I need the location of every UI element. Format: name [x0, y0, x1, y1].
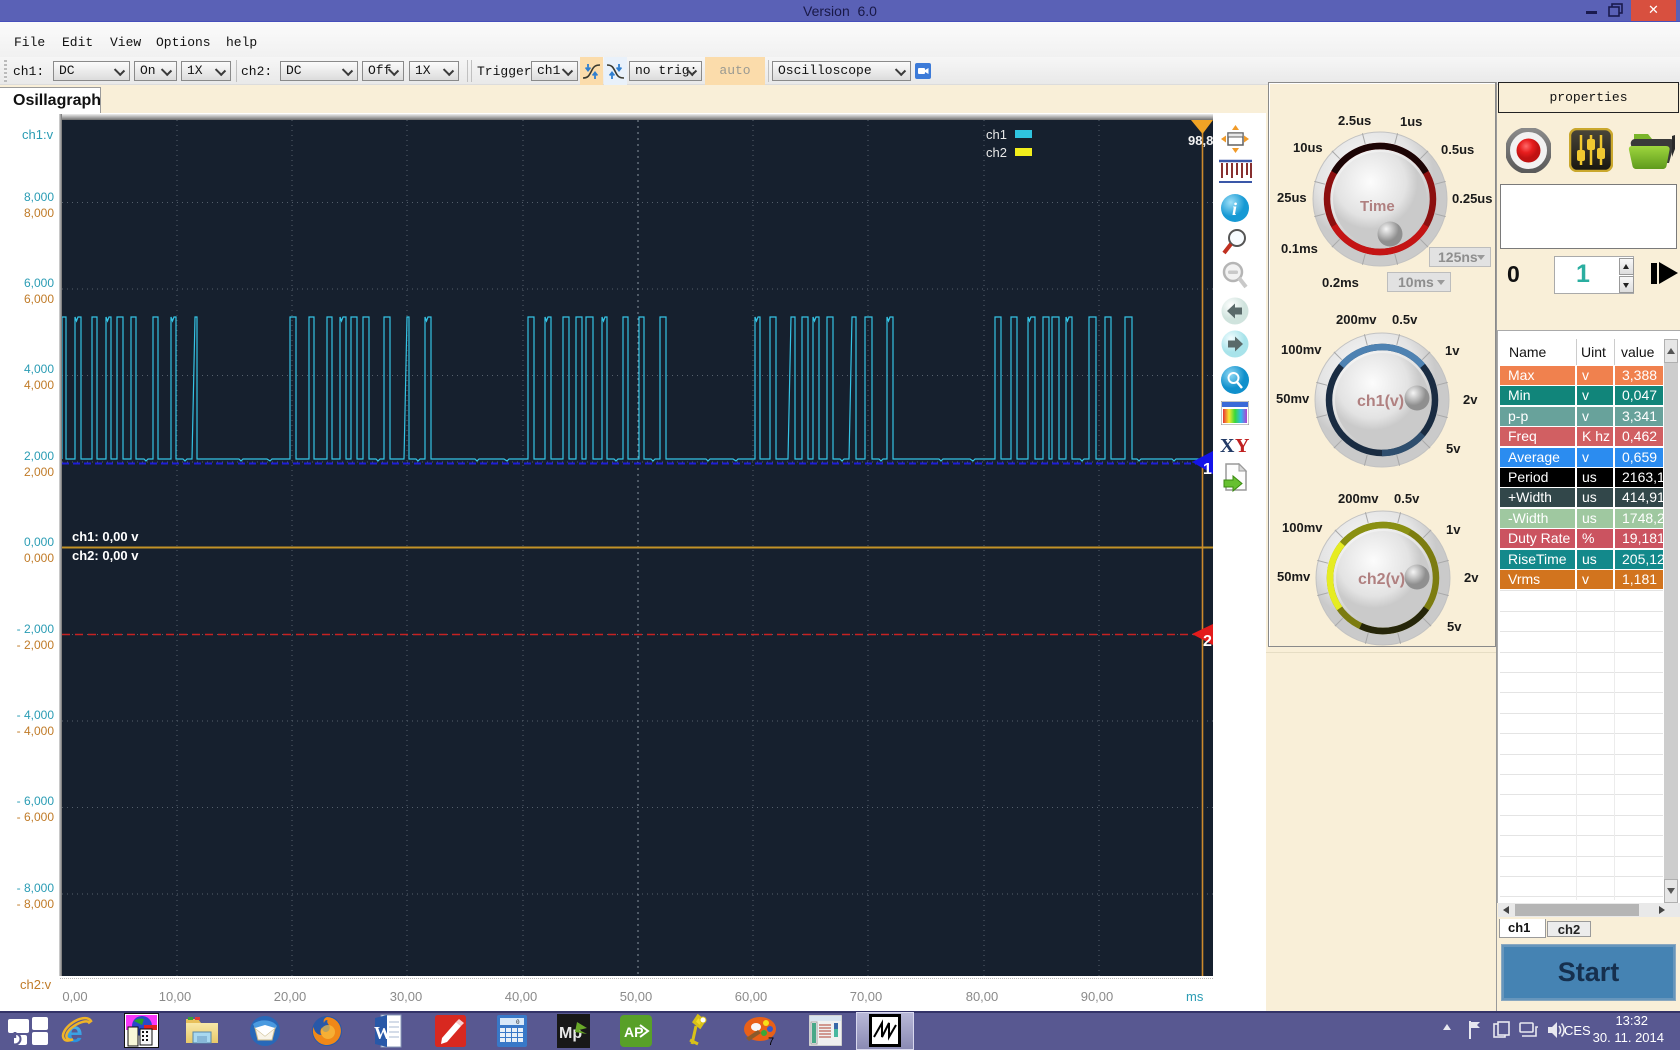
svg-text:Y: Y	[1235, 435, 1250, 456]
svg-text:ch1: 0,00 v: ch1: 0,00 v	[72, 529, 139, 544]
svg-text:ch2: 0,00 v: ch2: 0,00 v	[72, 548, 139, 563]
svg-text:ch1: ch1	[986, 127, 1007, 142]
svg-text:98,8: 98,8	[1188, 133, 1213, 148]
svg-text:X: X	[1220, 435, 1235, 456]
svg-text:2: 2	[1203, 633, 1212, 650]
svg-text:AP: AP	[624, 1024, 643, 1040]
svg-text:ch1(v): ch1(v)	[1357, 393, 1404, 410]
svg-text:W: W	[374, 1023, 392, 1043]
svg-text:0: 0	[516, 1019, 520, 1026]
svg-text:i: i	[1232, 199, 1237, 219]
svg-text:ch2: ch2	[986, 145, 1007, 160]
svg-text:ch2(v): ch2(v)	[1358, 571, 1405, 588]
svg-text:1: 1	[1203, 461, 1212, 478]
svg-text:Time: Time	[1360, 198, 1395, 215]
